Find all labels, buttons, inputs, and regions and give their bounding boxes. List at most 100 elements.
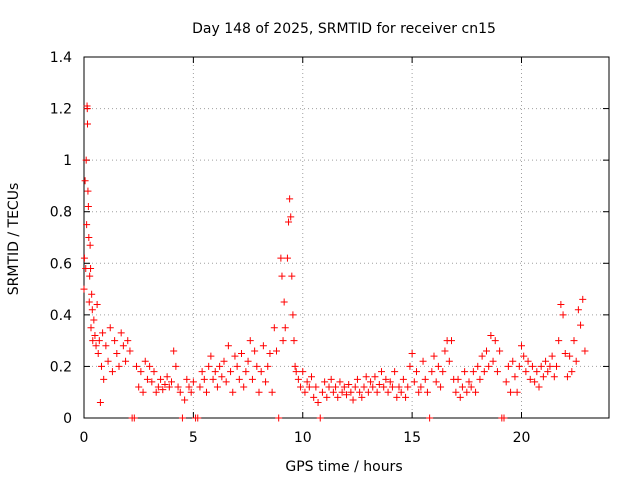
data-point	[287, 213, 295, 221]
x-axis-label: GPS time / hours	[285, 459, 402, 475]
data-point	[327, 375, 335, 383]
data-point	[294, 375, 302, 383]
data-point	[165, 383, 173, 391]
data-point	[84, 203, 92, 211]
data-point	[461, 368, 469, 376]
data-point	[483, 347, 490, 355]
data-point	[283, 254, 291, 262]
data-point	[406, 362, 414, 370]
data-point	[524, 357, 532, 365]
data-point	[509, 357, 517, 365]
data-point	[500, 414, 508, 422]
data-point	[496, 347, 504, 355]
data-point	[579, 295, 587, 303]
data-point	[391, 368, 399, 376]
data-point	[220, 357, 228, 365]
data-point	[83, 105, 91, 113]
data-point	[384, 388, 392, 396]
data-point	[275, 414, 283, 422]
data-point	[557, 301, 565, 309]
data-point	[113, 350, 121, 358]
data-point	[85, 234, 93, 241]
data-point	[126, 347, 134, 355]
data-point	[146, 362, 154, 370]
data-point	[288, 272, 296, 280]
data-point	[213, 383, 221, 391]
data-point	[285, 218, 293, 226]
data-point	[404, 383, 412, 391]
data-point	[472, 388, 480, 396]
data-point	[413, 368, 420, 376]
data-point	[528, 362, 536, 370]
data-point	[246, 337, 254, 345]
data-point	[526, 375, 534, 383]
data-point	[178, 414, 186, 422]
data-point	[139, 388, 147, 396]
data-point	[238, 350, 245, 358]
x-tick-label: 15	[403, 430, 421, 446]
data-point	[485, 362, 493, 370]
data-point	[553, 362, 560, 370]
data-point	[240, 383, 248, 391]
data-point	[421, 375, 429, 383]
data-point	[85, 298, 93, 306]
data-point	[329, 388, 337, 396]
data-point	[187, 388, 195, 396]
y-tick-labels: 0 0.2 0.4 0.6 0.8 1 1.2 1.4	[50, 50, 72, 427]
y-tick-label: 0.6	[50, 256, 72, 272]
data-point	[467, 383, 475, 391]
y-tick-label: 0.4	[50, 308, 72, 324]
data-point	[439, 368, 447, 376]
data-point	[83, 221, 91, 229]
data-point	[224, 342, 232, 350]
data-point	[353, 375, 361, 383]
data-point	[441, 347, 449, 355]
data-point	[280, 298, 288, 306]
data-point	[248, 375, 256, 383]
data-point	[356, 388, 364, 396]
x-tick-labels: 0 5 10 15 20	[80, 430, 531, 446]
data-point	[174, 383, 182, 391]
data-point	[168, 378, 175, 386]
data-point	[137, 368, 145, 376]
data-point	[535, 383, 543, 391]
data-point	[386, 378, 394, 386]
data-point	[205, 362, 213, 370]
data-point	[200, 375, 208, 383]
data-point	[251, 347, 259, 355]
data-point	[305, 383, 313, 391]
data-point	[445, 357, 453, 365]
data-point	[81, 177, 89, 185]
data-point	[362, 373, 370, 381]
data-point	[380, 383, 388, 391]
data-point	[310, 393, 318, 401]
data-point	[157, 375, 165, 383]
data-point	[318, 388, 326, 396]
data-point	[181, 396, 189, 404]
data-point	[347, 388, 355, 396]
data-point	[255, 388, 263, 396]
data-point	[242, 368, 250, 376]
data-point	[262, 378, 270, 386]
data-point	[80, 285, 88, 293]
data-point	[244, 357, 252, 365]
data-point	[480, 368, 488, 376]
data-point	[301, 388, 309, 396]
data-point	[419, 357, 427, 365]
data-point	[533, 368, 541, 376]
data-point	[369, 383, 377, 391]
data-point	[577, 321, 585, 329]
data-point	[90, 316, 98, 324]
data-point	[141, 357, 149, 365]
data-point	[358, 393, 366, 401]
data-point	[291, 362, 299, 370]
data-point	[504, 362, 512, 370]
grid-lines	[84, 57, 609, 418]
data-point	[150, 368, 158, 376]
data-point	[382, 375, 390, 383]
data-point	[336, 378, 344, 386]
data-point	[95, 337, 103, 345]
chart-title: Day 148 of 2025, SRMTID for receiver cn1…	[192, 21, 496, 37]
data-point	[572, 357, 580, 365]
data-point	[511, 373, 519, 381]
